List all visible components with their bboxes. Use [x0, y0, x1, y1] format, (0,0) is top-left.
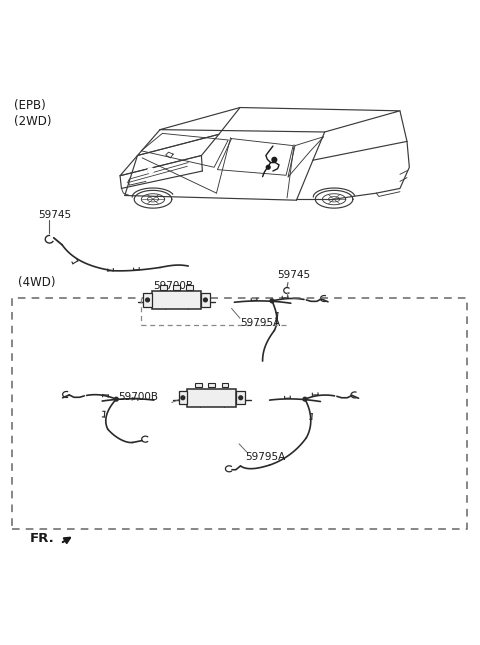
Circle shape	[303, 397, 307, 401]
Bar	[144, 293, 152, 306]
Bar	[222, 382, 228, 388]
Text: 59700B: 59700B	[153, 281, 193, 290]
Bar	[160, 285, 167, 290]
Bar	[173, 285, 180, 290]
Text: (EPB)
(2WD): (EPB) (2WD)	[14, 99, 52, 128]
Bar	[187, 389, 237, 407]
Circle shape	[181, 396, 185, 400]
Circle shape	[204, 298, 207, 302]
Text: 59795A: 59795A	[245, 452, 285, 462]
Text: 59745: 59745	[277, 270, 311, 280]
Bar	[12, 298, 467, 528]
Bar	[201, 293, 210, 306]
Circle shape	[146, 298, 149, 302]
Text: (4WD): (4WD)	[18, 276, 56, 289]
Circle shape	[272, 157, 276, 162]
Circle shape	[270, 299, 274, 303]
Bar	[195, 382, 202, 388]
Circle shape	[148, 168, 154, 174]
Circle shape	[114, 397, 118, 401]
Circle shape	[266, 165, 270, 169]
Bar	[152, 291, 201, 309]
Text: FR.: FR.	[29, 532, 54, 546]
Text: 59700B: 59700B	[118, 392, 158, 402]
Text: 59745: 59745	[39, 210, 72, 220]
Bar	[237, 391, 245, 404]
Text: 59795A: 59795A	[240, 318, 280, 328]
Bar	[186, 285, 193, 290]
Bar	[179, 391, 187, 404]
Circle shape	[239, 396, 242, 400]
Bar	[208, 382, 215, 388]
